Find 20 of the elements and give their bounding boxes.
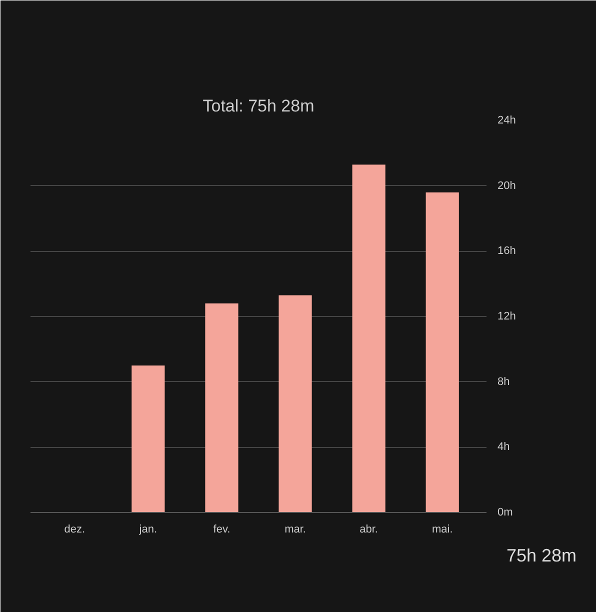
bar (132, 366, 165, 512)
x-tick-label: jan. (138, 524, 158, 536)
bar (278, 295, 312, 512)
bar (205, 303, 238, 512)
y-tick-label: 8h (498, 376, 510, 388)
x-tick-label: abr. (360, 524, 378, 536)
x-tick-label: dez. (64, 524, 86, 536)
y-tick-label: 4h (498, 441, 510, 454)
y-tick-label: 12h (498, 310, 516, 322)
bar (352, 164, 386, 512)
text: 75h 28m (506, 546, 577, 566)
y-tick-label: 20h (498, 180, 516, 192)
y-tick-label: 16h (498, 245, 516, 258)
bar (426, 192, 459, 512)
y-tick-label: 24h (498, 114, 516, 126)
y-tick-label: 0m (498, 506, 513, 518)
chart-title: Total: 75h 28m (202, 96, 314, 116)
x-tick-label: mar. (284, 524, 306, 536)
x-tick-label: fev. (213, 524, 230, 536)
x-tick-label: mai. (432, 524, 453, 536)
